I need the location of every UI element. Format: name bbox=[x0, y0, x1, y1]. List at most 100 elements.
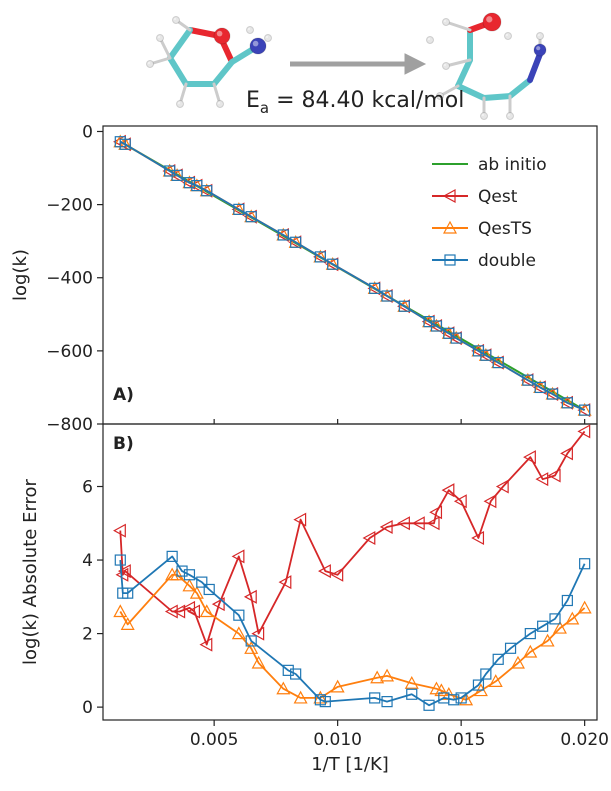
bond bbox=[444, 20, 472, 32]
hydrogen-atom bbox=[442, 62, 450, 70]
panel-a-double-point bbox=[423, 316, 435, 328]
panel-b-qest-point bbox=[397, 516, 410, 531]
legend-swatch-marker bbox=[442, 188, 456, 204]
hydrogen-atom-shine bbox=[443, 19, 447, 23]
panel-b-qest-point bbox=[426, 516, 440, 531]
panel-a-y-axis-label: log(k) bbox=[10, 249, 31, 301]
panel-b-double-point bbox=[122, 587, 134, 599]
bond bbox=[481, 93, 513, 101]
bond bbox=[455, 57, 473, 89]
panel-b-double-point bbox=[176, 565, 188, 577]
panel-a-double-point bbox=[183, 177, 196, 189]
panel-b-y-tick-label: 0 bbox=[82, 698, 93, 718]
panel-a-double-line bbox=[119, 140, 585, 411]
hydrogen-atom bbox=[264, 34, 272, 42]
panel-b-qests-point bbox=[488, 674, 503, 687]
panel-b-qest-point bbox=[495, 479, 509, 494]
panel-b-qest-point bbox=[278, 575, 292, 590]
nitrogen-atom-shine bbox=[252, 40, 259, 47]
panel-b-qests-point bbox=[251, 655, 266, 669]
panel-b-qests-point bbox=[113, 604, 128, 618]
panel-a-y-tick-label: −600 bbox=[46, 342, 93, 362]
hydrogen-atom-shine bbox=[481, 113, 485, 117]
reaction-arrow-head bbox=[404, 53, 427, 75]
bond bbox=[444, 58, 472, 68]
panel-a-double-point bbox=[233, 203, 245, 215]
panel-b-x-tick-label: 0.015 bbox=[437, 730, 486, 750]
panel-b-qest-point bbox=[330, 567, 344, 582]
panel-a-double-point bbox=[546, 388, 559, 400]
panel-b-qest-point bbox=[164, 604, 178, 619]
bond bbox=[527, 51, 543, 83]
hydrogen-atom-shine bbox=[247, 27, 251, 31]
panel-a-double-point bbox=[327, 258, 339, 270]
panel-b-qests-point bbox=[370, 670, 385, 684]
hydrogen-atom bbox=[504, 32, 512, 40]
panel-a-double-point bbox=[290, 236, 302, 248]
panel-b-qests-point bbox=[244, 641, 259, 654]
panel-b-qests-point bbox=[199, 604, 214, 618]
panel-b-qest-point bbox=[560, 446, 573, 461]
panel-a-double-point bbox=[171, 169, 183, 181]
panel-a-double-point bbox=[450, 332, 462, 344]
nitrogen-atom bbox=[249, 37, 267, 55]
panel-a-double-point bbox=[245, 211, 257, 223]
legend: ab initio Qest QesTS double bbox=[432, 155, 547, 271]
panel-b-qest-point bbox=[429, 505, 443, 520]
panel-b-y-ticks: 0 2 4 6 bbox=[82, 478, 103, 718]
panel-b-qest-point bbox=[117, 564, 131, 579]
hydrogen-atom bbox=[246, 26, 254, 34]
panel-b-qests-point bbox=[510, 655, 525, 669]
panel-b-double-point bbox=[203, 583, 215, 596]
hydrogen-atom-shine bbox=[507, 113, 511, 117]
hydrogen-atom bbox=[216, 100, 224, 108]
panel-b-y-tick-label: 6 bbox=[82, 478, 93, 498]
bond bbox=[507, 77, 533, 99]
panel-b-qest-point bbox=[441, 483, 455, 498]
panel-b-qest-point bbox=[547, 468, 561, 483]
legend-label: double bbox=[478, 251, 536, 271]
panel-b-double-point bbox=[166, 550, 178, 562]
panel-b-double-point bbox=[492, 653, 504, 665]
panel-a-double-point bbox=[314, 251, 326, 263]
panel-b-qest-point bbox=[471, 530, 485, 545]
panel-b-qests-point bbox=[380, 668, 395, 682]
panel-b-qests-point bbox=[182, 578, 197, 592]
panel-b-frame bbox=[102, 423, 598, 721]
panel-b-label: B) bbox=[113, 434, 134, 454]
panel-b-double-point bbox=[233, 609, 245, 621]
hydrogen-atom bbox=[146, 60, 154, 68]
panel-b: 0 2 4 6 0.005 0.010 0.015 0.020 B) log(k) Abso… bbox=[20, 419, 609, 775]
panel-b-double-point bbox=[423, 699, 435, 711]
panel-a-double-point bbox=[119, 138, 131, 150]
panel-b-x-tick-label: 0.010 bbox=[313, 730, 362, 750]
panel-b-qests-point bbox=[552, 620, 567, 634]
panel-b-qest-point bbox=[199, 637, 213, 652]
hydrogen-atom bbox=[176, 100, 184, 108]
panel-b-qest-point bbox=[187, 604, 200, 619]
bond bbox=[455, 83, 487, 101]
panel-b-x-ticks: 0.005 0.010 0.015 0.020 bbox=[190, 419, 609, 750]
hydrogen-atom-shine bbox=[265, 35, 269, 39]
panel-a-double-point bbox=[579, 404, 591, 416]
hydrogen-atom-shine bbox=[537, 33, 541, 37]
panel-a-y-tick-label: −400 bbox=[46, 269, 93, 289]
panel-b-double-point bbox=[290, 668, 302, 680]
panel-b-double-line bbox=[119, 555, 586, 707]
x-axis-label: 1/T [1/K] bbox=[311, 754, 389, 775]
panel-b-y-tick-label: 2 bbox=[82, 625, 93, 645]
oxygen-atom bbox=[213, 27, 231, 45]
panel-b-qests-point bbox=[565, 611, 580, 625]
panel-a-double-point bbox=[164, 165, 176, 177]
hydrogen-atom bbox=[442, 18, 450, 26]
panel-b-double-point bbox=[183, 569, 196, 581]
panel-b-qest-point bbox=[293, 512, 307, 527]
panel-b-qests-point bbox=[170, 567, 185, 581]
legend-label: QesTS bbox=[478, 219, 532, 239]
panel-a-double-point bbox=[561, 397, 573, 409]
panel-a-double-point bbox=[534, 381, 546, 394]
panel-b-qest-point bbox=[523, 450, 536, 465]
panel-a-label: A) bbox=[113, 385, 134, 405]
